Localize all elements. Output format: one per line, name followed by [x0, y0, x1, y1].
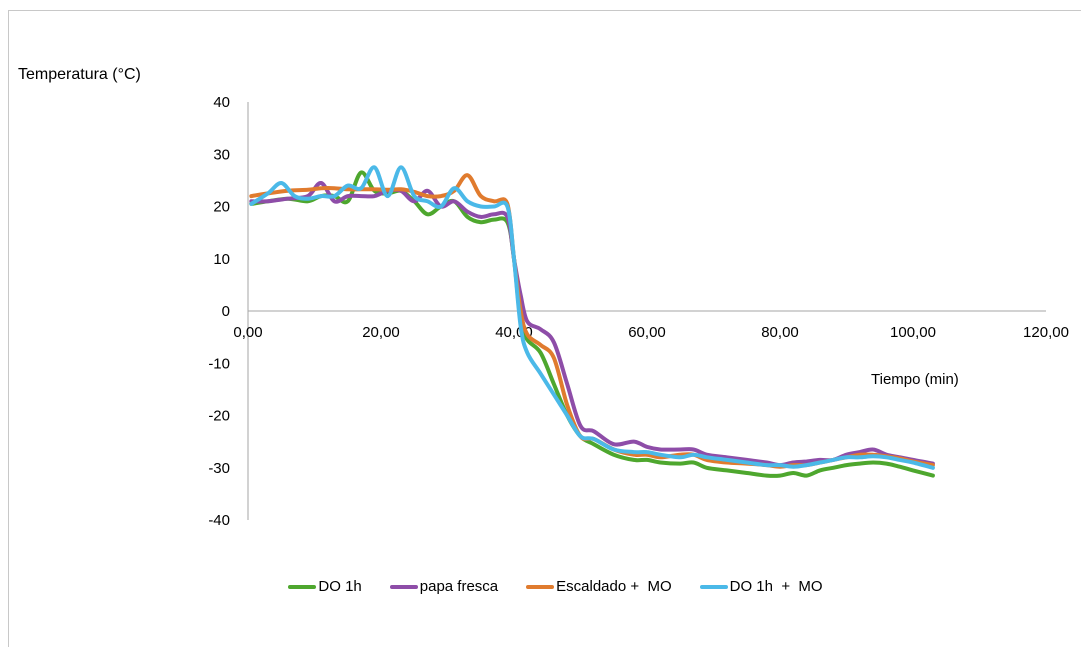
legend-label: DO 1h: [318, 578, 362, 595]
y-tick-label: -20: [208, 408, 230, 425]
legend-item-2: papa fresca: [389, 578, 499, 595]
x-tick-label: 20,00: [362, 324, 400, 341]
legend-swatch: [699, 584, 728, 589]
legend-swatch: [526, 584, 555, 589]
legend-item-4: DO 1h + MO: [699, 578, 823, 595]
y-tick-label: -10: [208, 355, 230, 372]
series-line-3: [249, 173, 935, 469]
x-tick-label: 80,00: [761, 324, 799, 341]
y-tick-label: 20: [213, 199, 230, 216]
axes: [247, 102, 1046, 520]
series-line-2: [249, 181, 935, 468]
x-tick-label: 60,00: [628, 324, 666, 341]
x-axis-label: Tiempo (min): [871, 371, 959, 388]
y-tick-label: 40: [213, 94, 230, 111]
y-tick-label: -30: [208, 460, 230, 477]
legend-item-1: DO 1h: [288, 578, 362, 595]
legend-swatch: [389, 584, 418, 589]
series-layer: [249, 165, 935, 478]
legend-label: papa fresca: [419, 578, 499, 595]
legend-label: DO 1h + MO: [729, 578, 823, 595]
legend-swatch: [288, 584, 317, 589]
legend: DO 1h papa fresca Escaldado + MO DO 1h + MO: [0, 578, 1081, 595]
y-tick-label: 30: [213, 146, 230, 163]
y-tick-label: 10: [213, 251, 230, 268]
x-tick-label: 0,00: [233, 324, 262, 341]
y-tick-label: 0: [222, 303, 230, 320]
chart-frame: [8, 10, 1081, 647]
legend-item-3: Escaldado + MO: [526, 578, 672, 595]
legend-label: Escaldado + MO: [556, 578, 672, 595]
x-tick-label: 120,00: [1023, 324, 1069, 341]
x-tick-label: 100,00: [890, 324, 936, 341]
y-axis-label: Temperatura (°C): [18, 66, 141, 83]
y-tick-label: -40: [208, 512, 230, 529]
series-line-4: [249, 165, 935, 470]
